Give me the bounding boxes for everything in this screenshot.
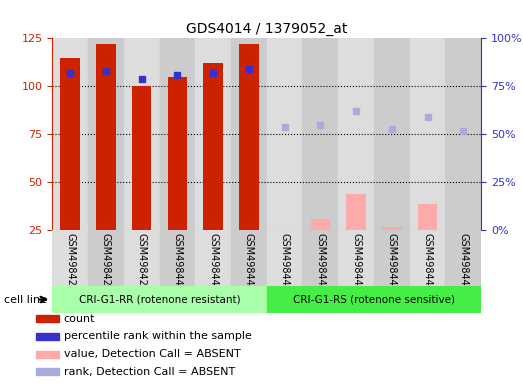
- Text: cell line: cell line: [4, 295, 47, 305]
- Bar: [267, 38, 302, 230]
- Bar: [167, 77, 187, 230]
- Bar: [267, 286, 481, 313]
- Bar: [446, 230, 481, 286]
- Bar: [132, 86, 152, 230]
- Bar: [374, 38, 410, 230]
- Text: GSM498442: GSM498442: [208, 233, 218, 292]
- Bar: [231, 38, 267, 230]
- Bar: [160, 230, 195, 286]
- Text: CRI-G1-RS (rotenone sensitive): CRI-G1-RS (rotenone sensitive): [293, 295, 455, 305]
- Bar: [124, 230, 160, 286]
- Text: GSM498441: GSM498441: [173, 233, 183, 292]
- Bar: [418, 204, 437, 230]
- Text: GSM498427: GSM498427: [101, 233, 111, 292]
- Bar: [195, 38, 231, 230]
- Bar: [60, 58, 80, 230]
- Text: percentile rank within the sample: percentile rank within the sample: [64, 331, 252, 341]
- Text: value, Detection Call = ABSENT: value, Detection Call = ABSENT: [64, 349, 241, 359]
- Bar: [453, 230, 473, 236]
- Text: GSM498444: GSM498444: [280, 233, 290, 292]
- Text: GSM498428: GSM498428: [137, 233, 146, 292]
- Text: CRI-G1-RR (rotenone resistant): CRI-G1-RR (rotenone resistant): [78, 295, 241, 305]
- Bar: [36, 315, 59, 322]
- Bar: [36, 333, 59, 340]
- Bar: [96, 44, 116, 230]
- Bar: [52, 286, 267, 313]
- Text: GSM498446: GSM498446: [351, 233, 361, 292]
- Bar: [195, 230, 231, 286]
- Bar: [160, 38, 195, 230]
- Bar: [382, 227, 402, 230]
- Bar: [239, 44, 259, 230]
- Bar: [88, 38, 124, 230]
- Bar: [338, 38, 374, 230]
- Bar: [52, 230, 88, 286]
- Text: GSM498443: GSM498443: [244, 233, 254, 292]
- Text: GSM498426: GSM498426: [65, 233, 75, 292]
- Bar: [374, 230, 410, 286]
- Text: rank, Detection Call = ABSENT: rank, Detection Call = ABSENT: [64, 367, 235, 377]
- Text: GSM498448: GSM498448: [423, 233, 433, 292]
- Text: count: count: [64, 314, 95, 324]
- Bar: [346, 194, 366, 230]
- Bar: [338, 230, 374, 286]
- Text: GSM498449: GSM498449: [458, 233, 468, 292]
- Bar: [302, 38, 338, 230]
- Text: GSM498445: GSM498445: [315, 233, 325, 292]
- Bar: [124, 38, 160, 230]
- Bar: [52, 38, 88, 230]
- Bar: [446, 38, 481, 230]
- Bar: [267, 230, 302, 286]
- Bar: [36, 351, 59, 358]
- Bar: [231, 230, 267, 286]
- Text: GSM498447: GSM498447: [387, 233, 397, 292]
- Bar: [311, 219, 330, 230]
- Bar: [302, 230, 338, 286]
- Bar: [410, 230, 446, 286]
- Title: GDS4014 / 1379052_at: GDS4014 / 1379052_at: [186, 22, 347, 36]
- Bar: [88, 230, 124, 286]
- Bar: [203, 63, 223, 230]
- Bar: [36, 368, 59, 376]
- Bar: [410, 38, 446, 230]
